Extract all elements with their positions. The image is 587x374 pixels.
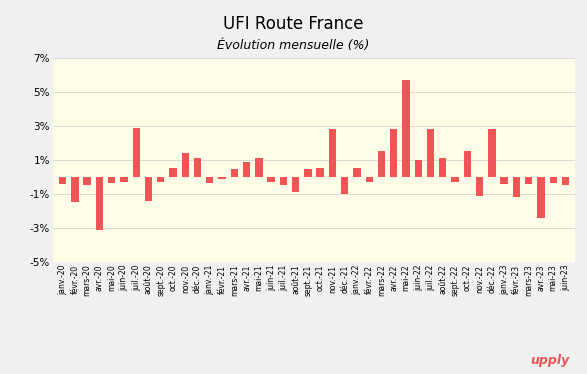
Bar	[549, 177, 557, 183]
Bar	[243, 162, 250, 177]
Bar	[145, 177, 152, 200]
Bar	[525, 177, 532, 184]
Bar	[341, 177, 348, 194]
Bar	[157, 177, 164, 182]
Bar	[562, 177, 569, 186]
Bar	[427, 129, 434, 177]
Bar	[169, 168, 177, 177]
Bar	[439, 158, 447, 177]
Bar	[268, 177, 275, 182]
Text: UFI Route France: UFI Route France	[223, 15, 364, 33]
Bar	[120, 177, 127, 182]
Bar	[512, 177, 520, 197]
Text: upply: upply	[530, 353, 569, 367]
Bar	[206, 177, 214, 183]
Bar	[181, 153, 189, 177]
Bar	[59, 177, 66, 184]
Bar	[194, 158, 201, 177]
Bar	[255, 158, 262, 177]
Bar	[133, 128, 140, 177]
Bar	[280, 177, 287, 186]
Bar	[402, 80, 410, 177]
Bar	[71, 177, 79, 202]
Text: Évolution mensuelle (%): Évolution mensuelle (%)	[217, 39, 370, 52]
Bar	[316, 168, 324, 177]
Bar	[353, 168, 360, 177]
Bar	[414, 160, 422, 177]
Bar	[464, 151, 471, 177]
Bar	[292, 177, 299, 192]
Bar	[501, 177, 508, 184]
Bar	[378, 151, 385, 177]
Bar	[83, 177, 91, 186]
Bar	[537, 177, 545, 218]
Bar	[218, 177, 226, 180]
Bar	[231, 169, 238, 177]
Bar	[96, 177, 103, 230]
Bar	[108, 177, 116, 183]
Bar	[476, 177, 483, 196]
Bar	[304, 169, 312, 177]
Bar	[390, 129, 397, 177]
Bar	[366, 177, 373, 182]
Bar	[488, 129, 495, 177]
Bar	[329, 129, 336, 177]
Bar	[451, 177, 459, 182]
